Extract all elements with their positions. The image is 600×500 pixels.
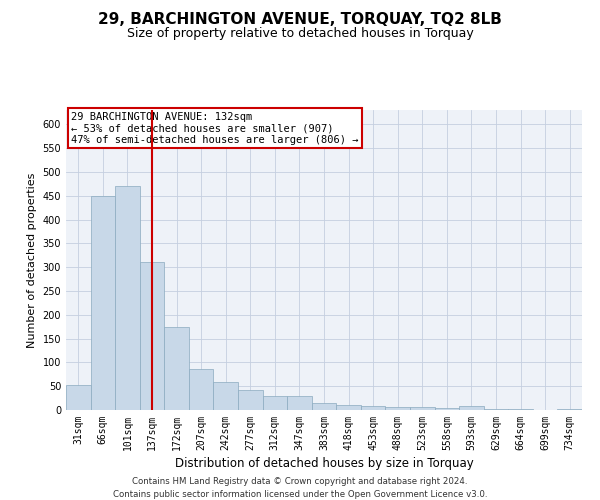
Bar bbox=[140, 262, 164, 410]
Text: 29, BARCHINGTON AVENUE, TORQUAY, TQ2 8LB: 29, BARCHINGTON AVENUE, TORQUAY, TQ2 8LB bbox=[98, 12, 502, 28]
Bar bbox=[385, 406, 410, 410]
Bar bbox=[115, 186, 140, 410]
Bar bbox=[336, 405, 361, 410]
Bar bbox=[434, 408, 459, 410]
Bar bbox=[508, 409, 533, 410]
Bar bbox=[410, 407, 434, 410]
Bar bbox=[287, 396, 312, 410]
Text: Size of property relative to detached houses in Torquay: Size of property relative to detached ho… bbox=[127, 28, 473, 40]
Bar bbox=[238, 390, 263, 410]
Y-axis label: Number of detached properties: Number of detached properties bbox=[27, 172, 37, 348]
Bar bbox=[361, 406, 385, 410]
Bar bbox=[263, 396, 287, 410]
Text: 29 BARCHINGTON AVENUE: 132sqm
← 53% of detached houses are smaller (907)
47% of : 29 BARCHINGTON AVENUE: 132sqm ← 53% of d… bbox=[71, 112, 359, 144]
Bar bbox=[164, 326, 189, 410]
Bar bbox=[214, 382, 238, 410]
Bar bbox=[557, 408, 582, 410]
Text: Contains HM Land Registry data © Crown copyright and database right 2024.: Contains HM Land Registry data © Crown c… bbox=[132, 478, 468, 486]
Bar bbox=[189, 368, 214, 410]
X-axis label: Distribution of detached houses by size in Torquay: Distribution of detached houses by size … bbox=[175, 457, 473, 470]
Bar bbox=[484, 408, 508, 410]
Text: Contains public sector information licensed under the Open Government Licence v3: Contains public sector information licen… bbox=[113, 490, 487, 499]
Bar bbox=[312, 403, 336, 410]
Bar bbox=[459, 406, 484, 410]
Bar bbox=[91, 196, 115, 410]
Bar bbox=[66, 385, 91, 410]
